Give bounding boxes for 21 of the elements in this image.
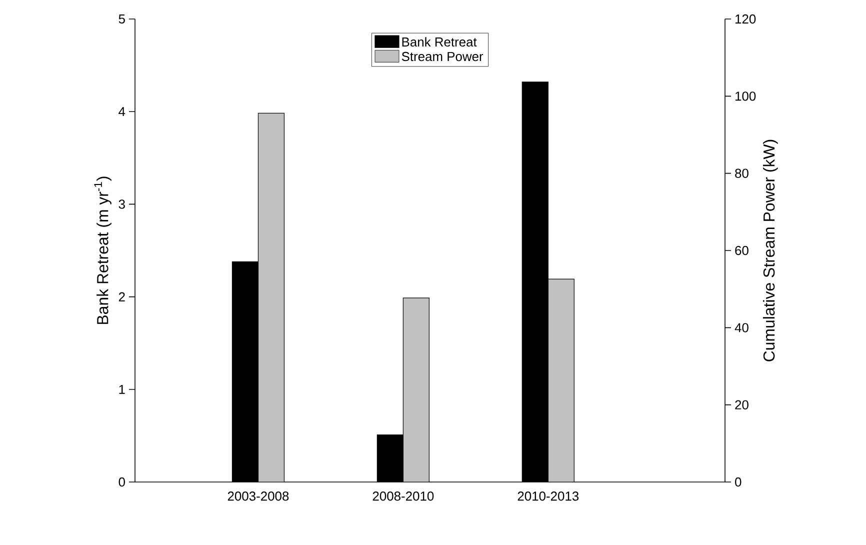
y2-tick-label: 80 (735, 168, 748, 178)
y-tick-label: 5 (118, 14, 125, 24)
y2-tick-label: 100 (736, 92, 756, 101)
y2-tick-label: 60 (735, 246, 748, 256)
y2-tick-label: 120 (736, 14, 756, 24)
y2-tick-label: 20 (735, 400, 748, 410)
y-tick-label: 0 (118, 477, 125, 487)
x-tick-label: 2008-2010 (372, 492, 434, 501)
y2-axis-title: Cumulative Stream Power (kW) (762, 140, 778, 362)
y-axis-title: Bank Retreat (m yr$^{-1}$) (94, 176, 112, 324)
y2-tick-label: 40 (734, 323, 748, 332)
y2-tick-label: 0 (735, 477, 742, 487)
y-tick-label: 4 (118, 107, 126, 116)
legend-label: Stream Power (402, 52, 484, 62)
y-tick-label: 3 (118, 200, 125, 209)
bar (402, 298, 430, 482)
x-tick-label: 2010-2013 (518, 492, 579, 501)
y-tick-label: 2 (118, 292, 125, 302)
x-tick-label: 2003-2008 (228, 492, 289, 501)
legend-label: Bank Retreat (402, 37, 477, 47)
y-tick-label: 1 (119, 384, 125, 394)
